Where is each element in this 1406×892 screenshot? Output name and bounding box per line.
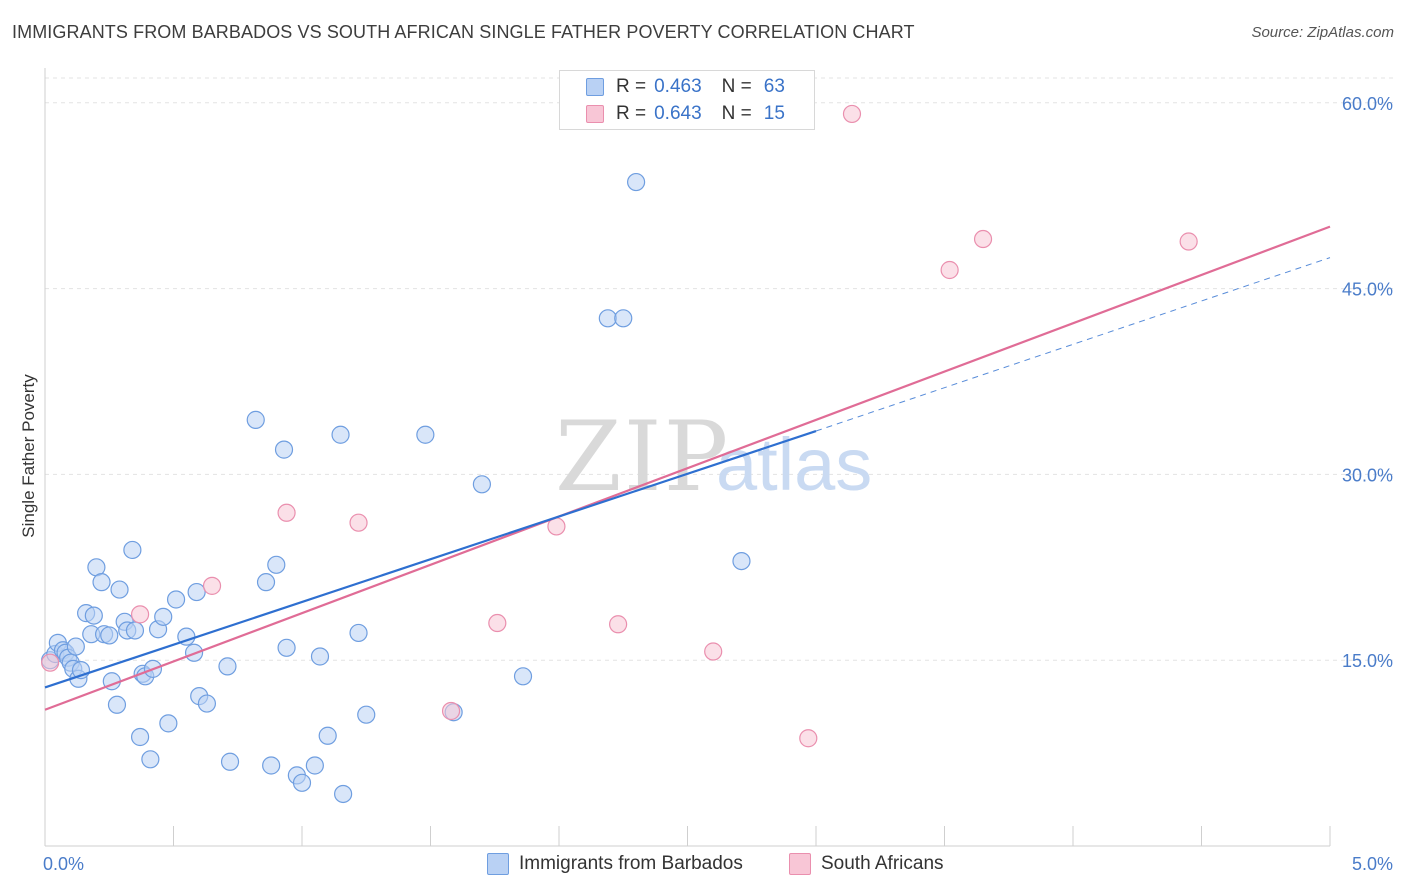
y-tick-label: 45.0% — [1342, 280, 1393, 300]
point-barbados — [277, 638, 296, 657]
legend-row-barbados: R = 0.463 N = 63 — [586, 75, 785, 99]
x-tick-label: 5.0% — [1352, 854, 1393, 874]
correlation-legend: R = 0.463 N = 63 R = 0.643 N = 15 — [559, 70, 815, 130]
point-barbados — [331, 425, 350, 444]
point-south-africans — [1179, 232, 1198, 251]
point-barbados — [357, 705, 376, 724]
point-barbados — [125, 621, 145, 640]
y-tick-label: 30.0% — [1342, 465, 1393, 485]
y-axis-title: Single Father Poverty — [19, 374, 38, 538]
point-barbados — [110, 580, 129, 599]
point-barbados — [334, 784, 353, 804]
point-south-africans — [842, 104, 862, 124]
point-barbados — [598, 309, 617, 328]
point-barbados — [218, 657, 237, 676]
legend-n-label: N = — [721, 103, 752, 124]
legend-n-value: 63 — [763, 76, 785, 97]
legend-swatch-south-africans — [586, 105, 604, 123]
point-barbados — [349, 623, 368, 643]
bottom-legend-swatch-barbados — [487, 853, 509, 875]
point-barbados — [92, 573, 111, 592]
trendlines — [44, 225, 1331, 711]
point-barbados — [305, 756, 324, 775]
x-tick-label: 0.0% — [43, 854, 84, 874]
series-barbados-points — [41, 172, 751, 804]
point-south-africans — [940, 260, 959, 280]
point-south-africans — [488, 613, 507, 633]
point-barbados — [187, 582, 206, 602]
point-barbados — [246, 410, 265, 429]
point-barbados — [513, 667, 533, 686]
x-tick-labels: 0.0% 5.0% — [43, 854, 1393, 874]
point-south-africans — [799, 729, 818, 748]
legend-r-label: R = — [616, 76, 647, 97]
legend-r-label: R = — [616, 103, 647, 124]
point-barbados — [84, 606, 103, 625]
chart-title: IMMIGRANTS FROM BARBADOS VS SOUTH AFRICA… — [12, 22, 915, 42]
point-barbados — [154, 607, 173, 626]
trendline-barbados — [44, 429, 817, 689]
point-south-africans — [202, 576, 222, 595]
point-barbados — [220, 752, 240, 771]
point-barbados — [318, 726, 337, 745]
watermark-zip: ZIP — [555, 401, 730, 513]
point-south-africans — [609, 615, 628, 634]
point-barbados — [123, 540, 142, 560]
point-barbados — [274, 440, 294, 459]
legend-row-south-africans: R = 0.643 N = 15 — [586, 102, 785, 126]
point-barbados — [141, 750, 160, 769]
point-barbados — [130, 727, 150, 747]
bottom-legend-south-africans: South Africans — [789, 852, 944, 876]
point-barbados — [166, 590, 186, 609]
bottom-legend-label-barbados: Immigrants from Barbados — [519, 853, 743, 874]
point-barbados — [159, 714, 178, 733]
point-barbados — [416, 425, 435, 444]
point-barbados — [267, 555, 286, 574]
point-barbados — [626, 172, 646, 192]
point-barbados — [614, 309, 633, 328]
axes — [44, 68, 1331, 847]
point-south-africans — [704, 642, 723, 661]
point-barbados — [310, 647, 330, 666]
watermark-atlas: atlas — [716, 423, 872, 506]
source-note: Source: ZipAtlas.com — [1251, 24, 1394, 41]
series-south-africans-points — [41, 104, 1198, 748]
y-tick-label: 60.0% — [1342, 94, 1393, 114]
point-barbados — [262, 756, 281, 775]
point-barbados — [100, 626, 119, 645]
point-south-africans — [130, 605, 150, 624]
point-south-africans — [349, 513, 368, 532]
legend-r-value: 0.643 — [654, 103, 702, 124]
bottom-legend-barbados: Immigrants from Barbados — [487, 852, 743, 876]
point-barbados — [292, 773, 312, 792]
bottom-legend-label-south-africans: South Africans — [821, 853, 944, 874]
point-south-africans — [441, 701, 461, 721]
watermark: ZIP atlas — [555, 401, 872, 513]
gridlines — [45, 77, 1395, 661]
point-barbados — [107, 695, 127, 714]
point-south-africans — [41, 653, 60, 672]
legend-n-label: N = — [721, 76, 752, 97]
point-barbados — [256, 573, 276, 592]
point-south-africans — [277, 503, 296, 522]
point-barbados — [472, 475, 491, 494]
trendline-south-africans — [44, 225, 1331, 711]
y-tick-labels: 15.0% 30.0% 45.0% 60.0% — [1342, 94, 1393, 671]
legend-n-value: 15 — [763, 103, 785, 124]
point-barbados — [66, 637, 85, 656]
bottom-legend-swatch-south-africans — [789, 853, 811, 875]
point-barbados — [732, 551, 751, 571]
legend-swatch-barbados — [586, 78, 604, 96]
trendline-barbados-extension — [815, 257, 1331, 432]
legend-r-value: 0.463 — [654, 76, 702, 97]
point-south-africans — [973, 229, 993, 249]
point-barbados — [197, 694, 217, 713]
y-tick-label: 15.0% — [1342, 651, 1393, 671]
